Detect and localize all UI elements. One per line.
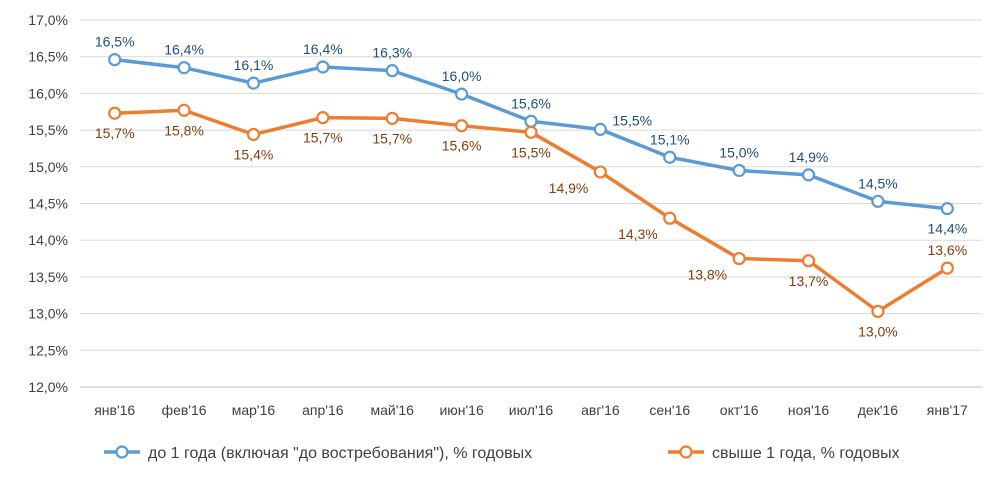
series-lines <box>108 53 954 318</box>
data-point <box>455 87 469 101</box>
data-label: 16,1% <box>234 57 274 73</box>
data-label: 15,8% <box>164 122 204 138</box>
y-tick-label: 15,0% <box>28 159 68 175</box>
data-point <box>940 202 954 216</box>
data-label: 15,0% <box>719 144 759 160</box>
data-label: 14,5% <box>858 175 898 191</box>
data-label: 16,4% <box>164 42 204 58</box>
y-tick-label: 14,5% <box>28 196 68 212</box>
x-tick-label: фев'16 <box>162 402 207 418</box>
data-point <box>385 111 399 125</box>
data-label: 15,5% <box>612 112 652 128</box>
x-tick-label: июл'16 <box>509 402 554 418</box>
x-tick-label: янв'17 <box>927 402 968 418</box>
legend-label: свыше 1 года, % годовых <box>712 445 900 462</box>
x-tick-label: окт'16 <box>720 402 759 418</box>
data-label: 14,9% <box>549 180 589 196</box>
data-point <box>593 165 607 179</box>
data-point <box>940 261 954 275</box>
data-point <box>524 125 538 139</box>
legend: до 1 года (включая "до востребования"), … <box>104 445 900 462</box>
data-point <box>732 163 746 178</box>
x-tick-label: май'16 <box>370 402 414 418</box>
data-label: 16,4% <box>303 41 343 57</box>
data-point <box>801 168 816 182</box>
data-point <box>316 60 330 74</box>
data-point <box>316 111 330 125</box>
data-point <box>385 64 399 78</box>
y-tick-label: 17,0% <box>28 12 68 28</box>
legend-marker <box>679 445 693 459</box>
data-point <box>801 254 816 268</box>
data-label: 16,5% <box>95 34 135 50</box>
data-label: 13,8% <box>687 267 727 283</box>
data-label: 13,7% <box>789 273 829 289</box>
x-tick-label: авг'16 <box>581 402 620 418</box>
legend-marker <box>115 445 129 459</box>
data-label: 16,3% <box>372 45 412 61</box>
data-label: 14,3% <box>618 226 658 242</box>
y-tick-label: 12,0% <box>28 379 68 395</box>
data-label: 15,1% <box>650 131 690 147</box>
data-label: 15,5% <box>511 144 551 160</box>
data-point <box>871 304 885 318</box>
x-tick-label: апр'16 <box>302 402 344 418</box>
x-tick-label: июн'16 <box>439 402 484 418</box>
data-label: 15,7% <box>372 130 412 146</box>
data-label: 13,6% <box>927 242 967 258</box>
data-point <box>177 103 191 117</box>
data-label: 15,6% <box>511 95 551 111</box>
y-tick-label: 12,5% <box>28 342 68 358</box>
x-tick-label: мар'16 <box>232 402 276 418</box>
y-axis: 12,0% 12,5% 13,0% 13,5% 14,0% 14,5% 15,0% 15,5%… <box>28 12 68 395</box>
data-label: 15,4% <box>234 147 274 163</box>
data-point <box>455 119 469 133</box>
y-tick-label: 15,5% <box>28 122 68 138</box>
x-tick-label: сен'16 <box>649 402 690 418</box>
x-tick-label: дек'16 <box>858 402 899 418</box>
data-labels: 16,5% 16,4% 16,1% 16,4% 16,3% 16,0% 15,6% 15,5%… <box>95 34 967 340</box>
data-label: 14,9% <box>789 149 829 165</box>
data-point <box>246 127 261 142</box>
data-point <box>177 61 191 75</box>
data-label: 14,4% <box>927 221 967 237</box>
data-point <box>663 150 677 164</box>
data-label: 15,7% <box>95 125 135 141</box>
y-tick-label: 16,5% <box>28 49 68 65</box>
data-point <box>663 211 677 225</box>
data-label: 15,7% <box>303 130 343 146</box>
x-tick-label: ноя'16 <box>788 402 830 418</box>
data-point <box>732 251 746 266</box>
legend-entry-2: свыше 1 года, % годовых <box>668 445 900 462</box>
data-point <box>246 76 261 90</box>
data-point <box>871 194 885 208</box>
data-point <box>593 122 607 136</box>
y-tick-label: 13,0% <box>28 306 68 322</box>
data-label: 15,6% <box>442 138 482 154</box>
gridlines <box>80 19 982 388</box>
x-axis: янв'16 фев'16 мар'16 апр'16 май'16 июн'16 июл'… <box>94 402 968 418</box>
data-point <box>108 106 122 120</box>
legend-label: до 1 года (включая "до востребования"), … <box>148 445 532 462</box>
data-label: 13,0% <box>858 323 898 339</box>
data-point <box>524 114 538 128</box>
data-label: 16,0% <box>442 68 482 84</box>
x-tick-label: янв'16 <box>94 402 135 418</box>
y-tick-label: 13,5% <box>28 269 68 285</box>
y-tick-label: 14,0% <box>28 232 68 248</box>
y-tick-label: 16,0% <box>28 85 68 101</box>
data-point <box>108 53 122 67</box>
legend-entry-1: до 1 года (включая "до востребования"), … <box>104 445 532 462</box>
